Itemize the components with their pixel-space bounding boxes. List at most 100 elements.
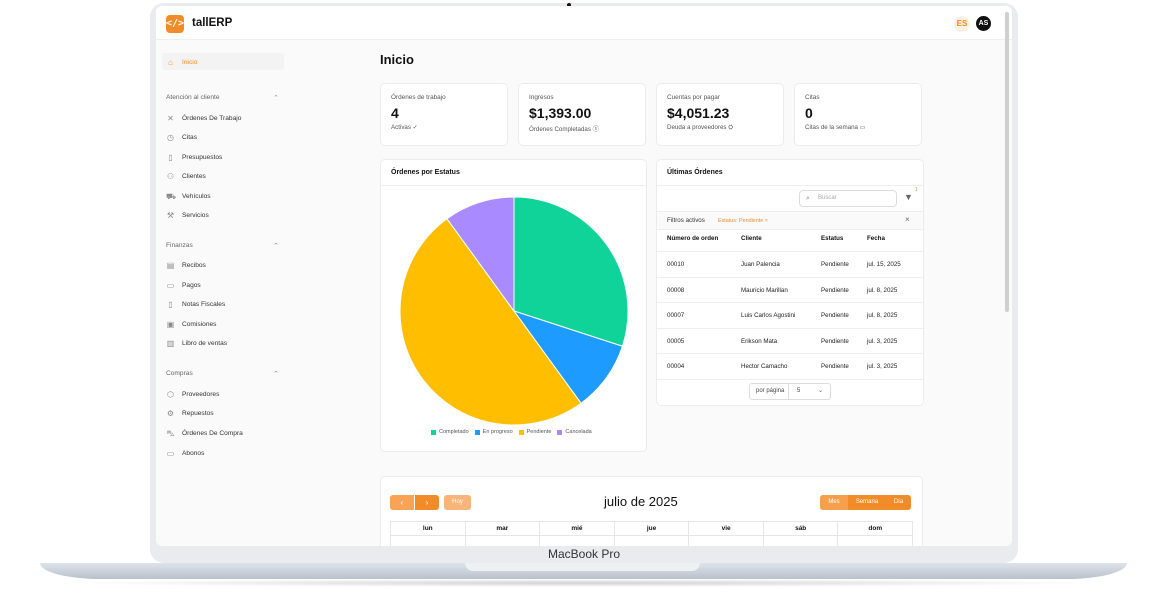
order-status: Pendiente [821,312,849,319]
sidebar-item-label: Comisiones [182,320,217,328]
stat-label: Citas [805,94,820,101]
sidebar-item-ordenes-compra[interactable]: ⛍ Órdenes De Compra [166,426,243,440]
chevron-down-icon: ⌄ [818,388,824,394]
per-page-select[interactable]: por página 5 ⌄ [749,383,831,400]
sidebar-item-label: Órdenes De Compra [182,429,243,437]
sidebar-item-vehiculos[interactable]: ⛟ Vehículos [166,189,211,203]
calendar-day-cell[interactable] [540,536,615,546]
legend-swatch [518,429,524,435]
stat-label: Cuentas por pagar [667,94,720,101]
pie-slice-completado[interactable] [513,196,629,347]
table-row[interactable]: 00010 Juan Palencia Pendiente jul. 15, 2… [657,251,923,277]
sidebar-item-label: Vehículos [182,192,211,200]
weekday-label: dom [868,525,883,532]
sidebar-item-libro-ventas[interactable]: ▥ Libro de ventas [166,336,227,350]
pie-slice-en-progreso[interactable] [512,310,624,404]
column-header[interactable]: Cliente [741,235,762,242]
sidebar-item-comisiones[interactable]: ▣ Comisiones [166,317,217,331]
app-screen: </> tallERP ES AS ⌂ Inicio Atención al c… [156,6,1012,546]
pie-slice-pendiente[interactable] [399,218,582,426]
stat-card-ingresos: Ingresos $1,393.00 Órdenes Completadas ⓢ [518,83,646,146]
sidebar-item-ordenes-trabajo[interactable]: ✕ Órdenes De Trabajo [166,111,241,125]
view-week-button[interactable]: Semana [848,495,886,510]
stat-value: 0 [805,105,813,121]
sidebar-item-label: Pagos [182,281,201,289]
clock-icon: ◷ [167,132,174,142]
sidebar-item-repuestos[interactable]: ⚙ Repuestos [166,406,214,420]
weekday-label: mié [540,522,615,536]
order-number: 00007 [667,312,685,319]
order-number: 00008 [667,287,685,294]
wallet-icon: ▭ [166,448,175,458]
users-icon: ⚇ [166,171,175,181]
pie-legend: Completado En progreso Pendiente Cancelada [431,429,592,435]
sidebar-item-presupuestos[interactable]: ▯ Presupuestos [166,150,222,164]
sidebar-item-label: Libro de ventas [182,339,228,347]
pie-chart-title: Órdenes por Estatus [391,169,460,176]
stat-card-ordenes: Órdenes de trabajo 4 Activas ✓ [380,83,508,146]
table-row[interactable]: 00005 Erikson Mata Pendiente jul. 3, 202… [657,328,923,354]
calendar-next-button[interactable]: › [415,495,439,510]
sidebar-item-label: Notas Fiscales [182,300,226,308]
pie-slice-cancelada[interactable] [446,196,515,313]
order-date: jul. 15, 2025 [867,261,901,268]
sidebar-item-abonos[interactable]: ▭ Abonos [166,446,205,460]
stat-subtitle: Deuda a proveedores ⛭ [667,124,734,131]
sidebar-section-compras[interactable]: Compras ⌃ [166,370,279,378]
legend-item[interactable]: Cancelada [557,429,592,435]
calendar-day-cell[interactable] [689,536,764,546]
order-number: 00005 [667,338,685,345]
table-row[interactable]: 00004 Hector Camacho Pendiente jul. 3, 2… [657,353,923,380]
calendar-day-cell[interactable] [615,536,690,546]
sidebar-item-inicio[interactable]: ⌂ Inicio [166,55,197,69]
order-client: Mauricio Marillan [741,287,788,294]
calendar-day-cell[interactable] [764,536,839,546]
sidebar-item-recibos[interactable]: ▤ Recibos [166,258,206,272]
box-icon: ⬡ [167,389,174,399]
receipt-icon: ▤ [166,260,175,270]
legend-item[interactable]: En progreso [474,429,513,435]
sidebar-item-proveedores[interactable]: ⬡ Proveedores [166,387,219,401]
sidebar-item-citas[interactable]: ◷ Citas [166,130,197,144]
order-number: 00004 [667,363,685,370]
column-header[interactable]: Estatus [821,235,844,242]
scrollbar[interactable] [1005,12,1009,312]
sidebar-item-pagos[interactable]: ▭ Pagos [166,278,201,292]
weekday-label: jue [615,522,690,536]
sidebar-item-servicios[interactable]: ⚒ Servicios [166,208,209,222]
chevron-up-icon: ⌃ [273,95,279,102]
view-month-button[interactable]: Mes [820,495,848,510]
document-icon: ▯ [168,299,173,309]
sidebar-item-clientes[interactable]: ⚇ Clientes [166,169,206,183]
calendar-day-cell[interactable] [391,536,466,546]
stat-label: Ingresos [529,94,554,101]
calendar-prev-button[interactable]: ‹ [390,495,414,510]
search-input[interactable]: ⌕ Buscar [799,190,897,207]
column-header[interactable]: Número de orden [667,235,719,242]
weekday-label: mar [466,522,541,536]
calendar-week-row [390,535,913,546]
close-icon[interactable]: × [905,215,910,224]
pie-chart-card: Órdenes por Estatus Completado En progres… [380,159,647,452]
order-client: Hector Camacho [741,363,788,370]
legend-item[interactable]: Completado [431,429,469,435]
sidebar-section-title: Finanzas [166,242,193,249]
column-header[interactable]: Fecha [867,235,885,242]
sidebar-section-atencion[interactable]: Atención al cliente ⌃ [166,94,279,102]
view-day-button[interactable]: Día [886,495,911,510]
sidebar-item-notas-fiscales[interactable]: ▯ Notas Fiscales [166,297,225,311]
table-row[interactable]: 00008 Mauricio Marillan Pendiente jul. 8… [657,277,923,303]
wrench-icon: ✕ [167,113,174,123]
filter-icon[interactable]: ▼ [904,192,913,202]
language-switcher[interactable]: ES [954,16,970,32]
tool-icon: ⚒ [166,210,175,220]
sidebar-section-finanzas[interactable]: Finanzas ⌃ [166,242,279,250]
table-row[interactable]: 00007 Luis Carlos Agostini Pendiente jul… [657,302,923,328]
legend-swatch [431,429,436,435]
calendar-day-cell[interactable] [838,536,912,546]
calendar-day-cell[interactable] [466,536,541,546]
avatar[interactable]: AS [976,16,991,31]
legend-item[interactable]: Pendiente [518,429,551,435]
filter-chip[interactable]: Estatus: Pendiente × [718,218,768,224]
calendar-today-button[interactable]: Hoy [444,495,471,510]
